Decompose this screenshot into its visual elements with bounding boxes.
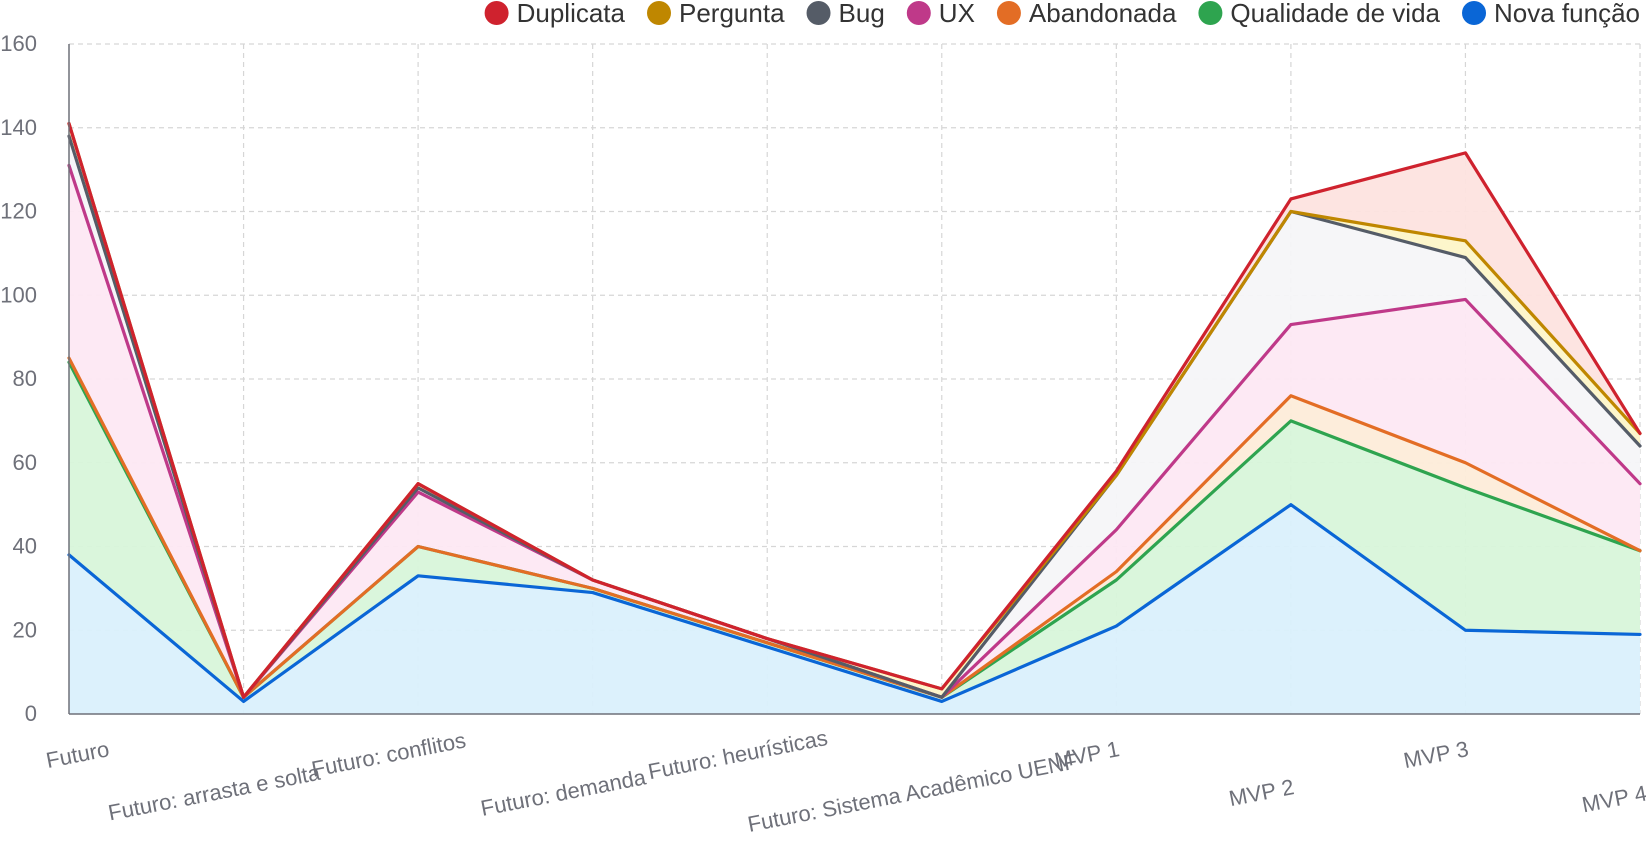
legend-label: UX [939,0,975,28]
line-duplicata[interactable] [67,121,1642,699]
area-nova-funcao [69,504,1640,714]
y-tick-label: 0 [25,701,37,726]
y-tick-label: 100 [0,282,37,307]
area-abandonada [69,358,1640,698]
x-tick-label: MVP 4 [1580,780,1646,817]
legend-label: Bug [839,0,885,28]
legend-item-bug[interactable]: Bug [806,0,885,28]
legend-label: Pergunta [679,0,785,28]
legend-marker [484,1,509,25]
y-tick-label: 40 [13,534,37,559]
legend-marker [1198,1,1223,25]
y-tick-label: 160 [0,31,37,56]
y-tick-label: 140 [0,115,37,140]
line-layer [67,121,1642,704]
x-tick-label: Futuro: heurísticas [646,725,830,784]
line-abandonada[interactable] [67,356,1642,699]
y-tick-label: 120 [0,199,37,224]
legend-marker [647,1,671,25]
x-tick-label: Futuro [44,736,111,773]
y-tick-label: 20 [13,617,37,642]
legend-marker [996,1,1021,25]
legend-marker [806,1,831,25]
x-tick-label: MVP 1 [1052,736,1121,773]
legend-label: Nova função [1494,0,1640,28]
legend-marker [906,1,931,25]
x-tick-label: MVP 3 [1401,736,1470,773]
legend-item-qualidade-de-vida[interactable]: Qualidade de vida [1198,0,1441,28]
y-tick-label: 60 [13,450,37,475]
legend-label: Qualidade de vida [1230,0,1440,28]
legend-item-nova-funcao[interactable]: Nova função [1462,0,1640,28]
legend-item-pergunta[interactable]: Pergunta [647,0,785,28]
x-tick-label: MVP 2 [1227,774,1296,811]
legend-label: Duplicata [517,0,626,28]
line-nova-funcao[interactable] [67,503,1642,704]
y-tick-label: 80 [13,366,37,391]
x-tick-label: Futuro: demanda [479,764,649,821]
legend[interactable]: Duplicata Pergunta Bug UX Abandonada Qualidad… [484,0,1640,28]
x-tick-label: Futuro: arrasta e solta [106,760,323,826]
legend-item-ux[interactable]: UX [906,0,975,28]
x-tick-label: Futuro: Sistema Acadêmico UENF [746,748,1080,836]
legend-item-duplicata[interactable]: Duplicata [484,0,626,28]
legend-marker [1462,1,1487,25]
x-tick-label: Futuro: conflitos [309,727,467,781]
legend-label: Abandonada [1029,0,1177,28]
area-qualidade-de-vida [69,362,1640,702]
legend-item-abandonada[interactable]: Abandonada [996,0,1177,28]
